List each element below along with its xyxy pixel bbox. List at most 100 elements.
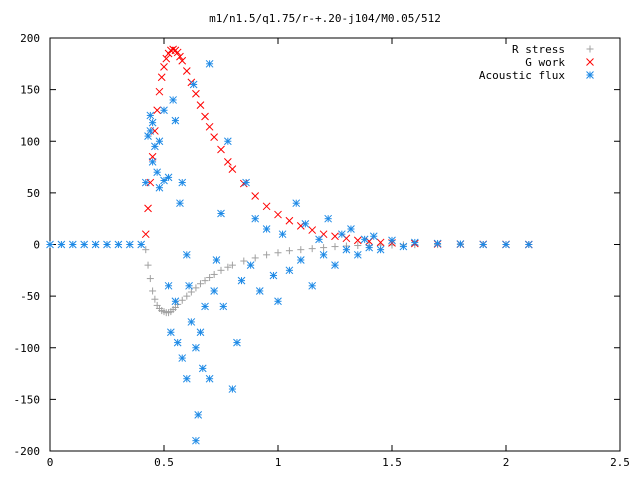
data-point	[196, 280, 204, 288]
legend-marker	[586, 58, 594, 66]
data-point	[237, 276, 246, 285]
data-point	[194, 411, 203, 419]
data-point	[141, 178, 150, 187]
data-point	[183, 292, 191, 300]
data-point	[160, 63, 168, 71]
data-point	[80, 240, 89, 249]
data-point	[178, 178, 187, 187]
x-tick-label: 2	[503, 456, 510, 469]
y-tick-label: 50	[27, 187, 40, 200]
data-point	[251, 192, 260, 200]
data-point	[205, 122, 214, 131]
data-point	[342, 245, 351, 254]
data-point	[399, 242, 408, 251]
data-point	[331, 243, 339, 251]
data-point	[189, 80, 198, 89]
y-tick-label: 200	[20, 32, 40, 45]
data-point	[185, 281, 193, 290]
data-point	[178, 354, 187, 362]
data-point	[205, 59, 214, 68]
data-point	[219, 302, 228, 311]
data-point	[192, 436, 200, 445]
data-point	[162, 54, 171, 63]
x-tick-label: 0	[47, 456, 54, 469]
data-point	[308, 245, 316, 253]
data-point	[263, 251, 271, 259]
data-point	[274, 249, 282, 257]
data-point	[169, 96, 177, 104]
data-point	[142, 246, 150, 254]
data-point	[198, 364, 207, 373]
data-point	[347, 225, 355, 233]
data-point	[217, 145, 225, 154]
data-point	[146, 127, 155, 135]
data-point	[324, 214, 333, 223]
y-tick-label: -50	[20, 290, 40, 303]
data-point	[233, 338, 241, 347]
data-point	[160, 106, 168, 115]
data-point	[146, 111, 155, 120]
data-point	[360, 235, 369, 244]
data-point	[164, 173, 173, 182]
data-point	[456, 240, 465, 248]
data-point	[524, 240, 533, 249]
data-point	[192, 284, 200, 292]
data-point	[201, 277, 209, 285]
data-point	[148, 118, 157, 127]
data-point	[206, 274, 214, 282]
chart-title: m1/n1.5/q1.75/r-+.20-j104/M0.05/512	[209, 12, 441, 25]
legend-label: R stress	[512, 43, 565, 56]
y-tick-label: -100	[14, 342, 41, 355]
data-point	[176, 199, 184, 208]
data-point	[376, 245, 385, 254]
data-point	[46, 240, 54, 249]
legend-label: Acoustic flux	[479, 69, 565, 82]
legend-marker	[586, 71, 594, 79]
data-point	[217, 209, 225, 218]
data-point	[315, 235, 323, 244]
data-point	[433, 239, 442, 248]
legend-label: G work	[525, 56, 565, 69]
data-point	[196, 101, 205, 109]
data-point	[228, 165, 237, 173]
data-point	[331, 232, 339, 241]
data-point	[228, 385, 237, 393]
data-point	[68, 240, 77, 249]
data-point	[182, 67, 191, 75]
data-point	[171, 297, 180, 306]
series-layer	[46, 45, 533, 445]
data-point	[369, 232, 378, 241]
data-point	[301, 219, 310, 228]
data-point	[164, 281, 173, 290]
data-point	[210, 270, 218, 278]
data-point	[173, 338, 182, 347]
data-point	[148, 158, 157, 166]
data-point	[251, 254, 259, 262]
data-point	[182, 250, 191, 259]
data-point	[182, 374, 191, 383]
data-point	[144, 261, 152, 269]
data-point	[144, 204, 152, 213]
data-point	[285, 247, 293, 255]
data-point	[246, 261, 255, 270]
data-point	[137, 240, 146, 249]
data-point	[91, 240, 100, 249]
data-point	[196, 328, 205, 337]
data-point	[176, 52, 184, 61]
data-point	[502, 240, 510, 249]
data-point	[57, 240, 66, 249]
y-tick-label: 0	[33, 239, 40, 252]
data-point	[410, 238, 419, 247]
data-point	[308, 226, 317, 234]
data-point	[353, 250, 362, 259]
data-point	[224, 263, 232, 271]
data-point	[155, 87, 164, 96]
y-tick-label: 150	[20, 84, 40, 97]
data-point	[308, 281, 317, 290]
data-point	[297, 246, 305, 254]
data-point	[240, 257, 248, 265]
data-point	[217, 266, 225, 274]
x-axis: 0 0.5 1 1.5 2 2.5	[47, 38, 630, 469]
data-point	[125, 240, 134, 249]
